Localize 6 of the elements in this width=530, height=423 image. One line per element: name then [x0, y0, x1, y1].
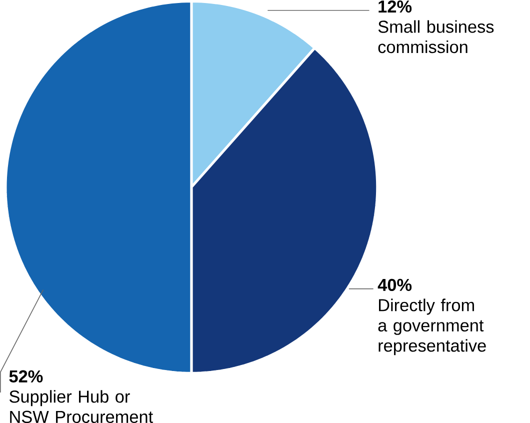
slice-label: Supplier Hub or NSW Procurement — [10, 390, 153, 423]
data-label: 40% — [378, 278, 412, 292]
data-label: 12% — [378, 0, 412, 13]
data-label: 52% — [9, 370, 43, 382]
slice-label: Small business commission — [378, 20, 494, 54]
slice-label: Directly from a government representative — [378, 298, 486, 356]
